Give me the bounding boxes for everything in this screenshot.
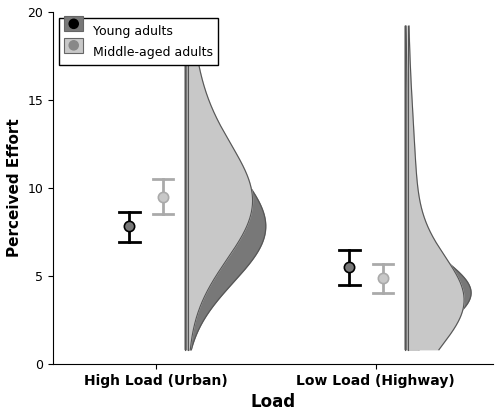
Legend: Young adults, Middle-aged adults: Young adults, Middle-aged adults — [60, 18, 218, 65]
Point — [379, 274, 387, 281]
Polygon shape — [408, 26, 464, 350]
Polygon shape — [188, 26, 252, 350]
X-axis label: Load: Load — [250, 393, 296, 411]
Point — [159, 193, 167, 200]
Polygon shape — [405, 26, 471, 350]
Point — [346, 264, 354, 270]
Polygon shape — [185, 26, 266, 350]
Point — [126, 222, 134, 229]
Y-axis label: Perceived Effort: Perceived Effort — [7, 118, 22, 257]
